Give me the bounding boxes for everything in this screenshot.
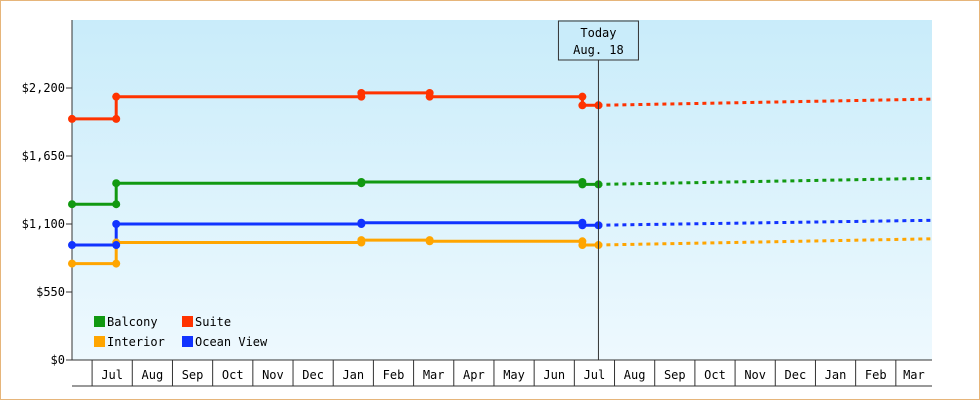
x-tick-label: Oct — [704, 368, 726, 382]
x-tick-label: Dec — [785, 368, 807, 382]
suite-point — [112, 92, 121, 101]
x-tick-label: Jun — [543, 368, 565, 382]
x-tick-label: Mar — [903, 368, 925, 382]
y-tick-label: $1,650 — [22, 149, 65, 163]
plot-area — [72, 20, 932, 360]
interior-point — [578, 241, 587, 250]
x-tick-label: Aug — [624, 368, 646, 382]
legend-label-balcony: Balcony — [107, 315, 158, 329]
x-tick-label: Sep — [664, 368, 686, 382]
suite-point — [578, 92, 587, 101]
x-tick-label: Mar — [423, 368, 445, 382]
legend-label-interior: Interior — [107, 335, 165, 349]
x-tick-label: Feb — [865, 368, 887, 382]
suite-point — [112, 114, 121, 123]
ocean-view-point — [68, 241, 76, 250]
interior-point — [357, 236, 366, 245]
today-box — [557, 20, 639, 61]
legend-swatch-ocean-view — [182, 336, 193, 347]
ocean-view-point — [112, 220, 121, 228]
legend-label-suite: Suite — [195, 315, 231, 329]
ocean-view-point — [112, 241, 121, 250]
y-axis: $0 $550 $1,100 $1,650 $2,200 — [22, 20, 73, 367]
suite-history-line — [72, 91, 599, 121]
x-tick-label: Dec — [302, 368, 324, 382]
today-label: Today — [580, 26, 616, 40]
balcony-point — [112, 179, 121, 188]
x-tick-label: Feb — [383, 368, 405, 382]
y-tick-label: $0 — [51, 353, 65, 367]
x-tick-label: Oct — [222, 368, 244, 382]
today-date: Aug. 18 — [573, 43, 624, 57]
legend-swatch-interior — [94, 336, 105, 347]
balcony-point — [112, 200, 121, 209]
balcony-point — [68, 200, 76, 209]
x-tick-label: Jan — [342, 368, 364, 382]
x-tick-label: May — [503, 368, 525, 382]
suite-point — [68, 114, 76, 123]
legend-swatch-suite — [182, 316, 193, 327]
x-tick-label: Nov — [744, 368, 766, 382]
suite-point — [578, 101, 587, 110]
balcony-point — [357, 177, 366, 186]
x-tick-label: Sep — [182, 368, 204, 382]
ocean-view-point — [578, 221, 587, 230]
x-tick-label: Jul — [101, 368, 123, 382]
legend-swatch-balcony — [94, 316, 105, 327]
ocean-view-point — [357, 218, 366, 227]
interior-point — [112, 259, 121, 268]
suite-point — [357, 88, 366, 97]
y-tick-label: $2,200 — [22, 81, 65, 95]
y-tick-label: $1,100 — [22, 217, 65, 231]
today-indicator: Today Aug. 18 — [557, 20, 639, 360]
y-tick-label: $550 — [36, 285, 65, 299]
legend-label-ocean-view: Ocean View — [195, 335, 268, 349]
interior-point — [425, 237, 434, 246]
interior-point — [68, 259, 76, 268]
x-axis: Jul Aug Sep Oct Nov Dec Jan Feb Mar Apr May Jun Jul A… — [72, 359, 932, 387]
x-tick-label: Jul — [584, 368, 606, 382]
suite-point — [425, 92, 434, 101]
balcony-point — [578, 180, 587, 189]
x-tick-label: Apr — [463, 368, 485, 382]
x-tick-label: Nov — [262, 368, 284, 382]
x-tick-label: Jan — [825, 368, 847, 382]
legend: Balcony Suite Interior Ocean View — [94, 315, 268, 349]
x-tick-label: Aug — [142, 368, 164, 382]
